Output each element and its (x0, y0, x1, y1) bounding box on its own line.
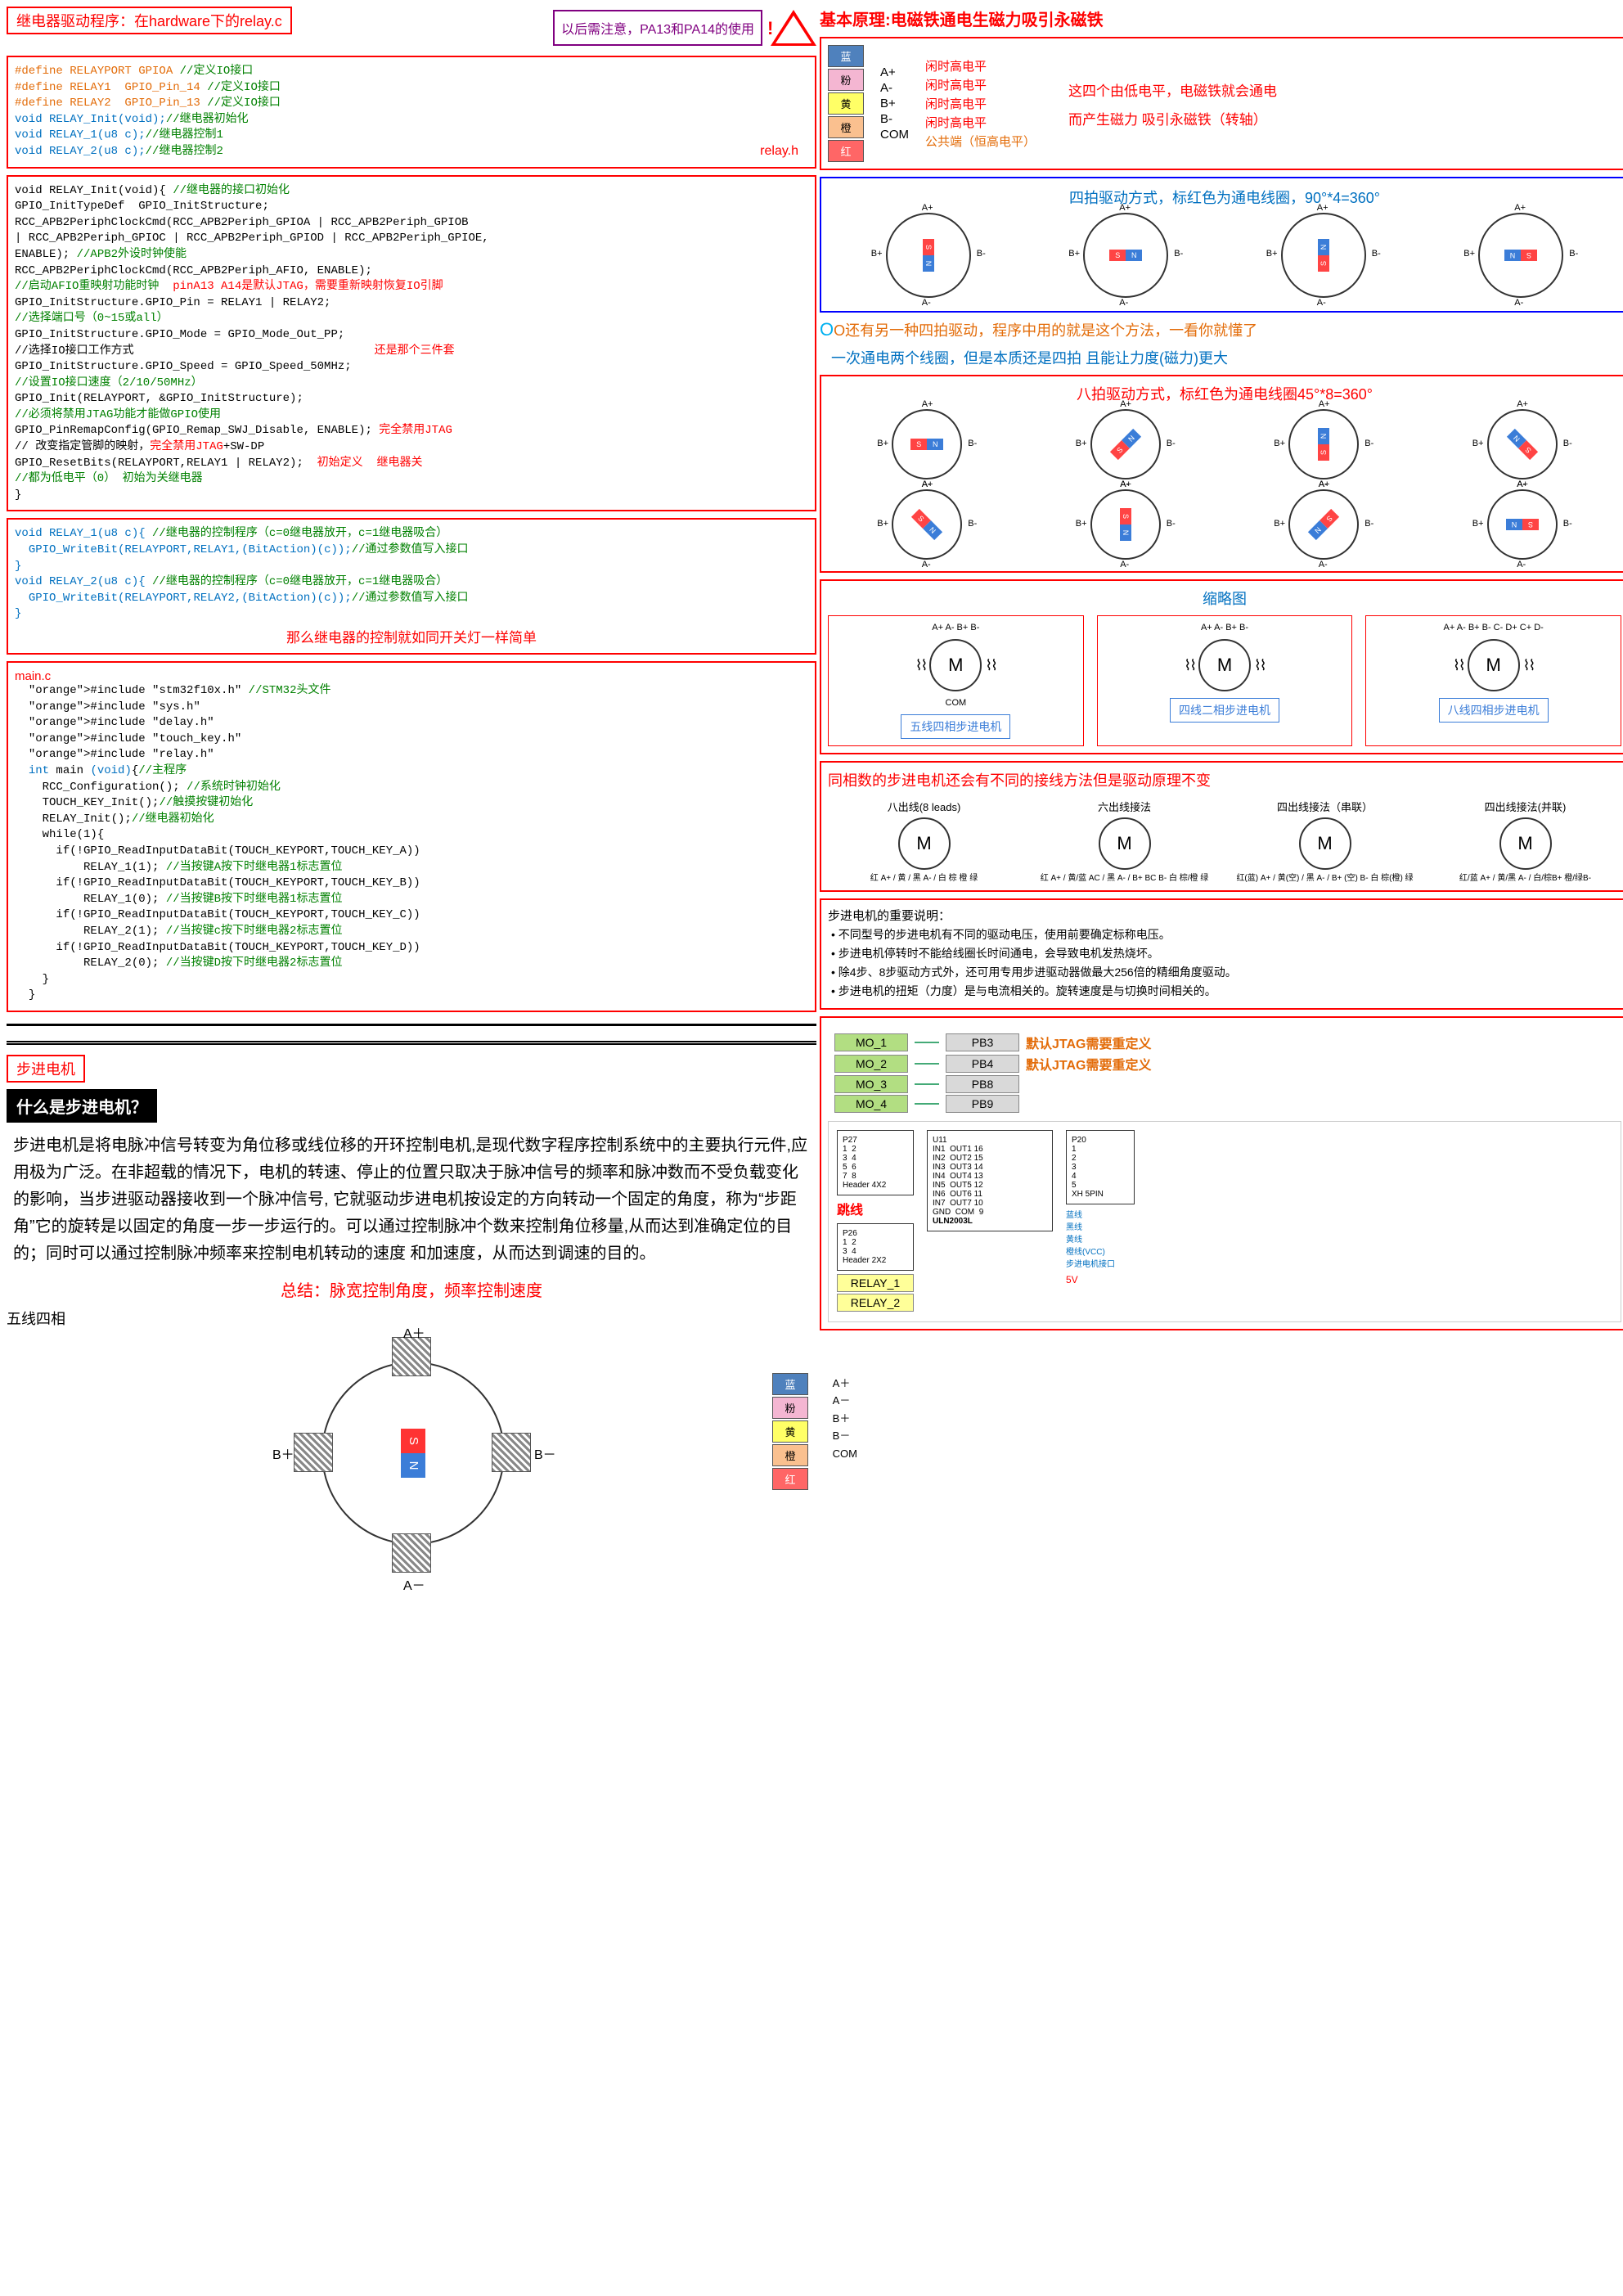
wiring-method: 六出线接法 M 红 A+ / 黄/蓝 AC / 黑 A- / B+ BC B- … (1028, 799, 1221, 884)
motor-diagram: A+ A- B+ B- SN (892, 409, 962, 479)
motor-diagram: A+ A- B+ B- SN (1288, 409, 1359, 479)
note-item: • 不同型号的步进电机有不同的驱动电压，使用前要确定标称电压。 (828, 926, 1621, 943)
wire-chip-fen: 粉 (828, 69, 864, 91)
wire-chip-lan: 蓝 (828, 45, 864, 67)
warning-icon: ! (767, 18, 773, 39)
one-line: 一次通电两个线圈，但是本质还是四拍 且能让力度(磁力)更大 (820, 347, 1623, 368)
stepper-tag: 步进电机 (7, 1055, 85, 1083)
wire-chip-huang: 黄 (828, 92, 864, 115)
motor-thumb: A+ A- B+ B- ⌇⌇M⌇⌇ 四线二相步进电机 (1097, 615, 1353, 746)
four-beat-title: 四拍驱动方式，标红色为通电线圈，90°*4=360° (829, 187, 1620, 208)
motor-diagram: A+ A- B+ B- SN (1083, 213, 1168, 298)
stepper-question: 什么是步进电机？ (7, 1089, 157, 1123)
wire-note1: 这四个由低电平，电磁铁就会通电 (1068, 79, 1277, 100)
motor-diagram: A+ A- B+ B- SN (1487, 489, 1558, 560)
pin-row: MO_4 PB9 (834, 1095, 1152, 1113)
motor-diagram: A+ A- B+ B- SN (1288, 489, 1359, 560)
motor-diagram: A+ A- B+ B- SN (1281, 213, 1366, 298)
relay-ctrl-code: void RELAY_1(u8 c){ //继电器的控制程序（c=0继电器放开，… (7, 518, 816, 655)
thumb-title: 缩略图 (828, 588, 1621, 609)
thumb-label: 四线二相步进电机 (1170, 698, 1279, 723)
eight-beat-box: 八拍驱动方式，标红色为通电线圈45°*8=360° A+ A- B+ B- SN… (820, 375, 1623, 573)
note-item: • 步进电机的扭矩（力度）是与电流相关的。旋转速度是与切换时间相关的。 (828, 983, 1621, 999)
main-c-label: main.c (15, 669, 808, 683)
wire-table-box: 蓝粉黄橙红 A+A-B+B-COM 闲时高电平闲时高电平闲时高电平闲时高电平公共… (820, 37, 1623, 170)
pin-row: MO_3 PB8 (834, 1075, 1152, 1093)
schematic: P271 23 45 67 8Header 4X2 跳线 P261 23 4He… (828, 1121, 1621, 1322)
notes-title: 步进电机的重要说明： (828, 907, 1621, 924)
jumper-label: 跳线 (837, 1199, 914, 1218)
four-beat-box: 四拍驱动方式，标红色为通电线圈，90°*4=360° A+ A- B+ B- S… (820, 177, 1623, 313)
wire-note2: 而产生磁力 吸引永磁铁（转轴） (1068, 108, 1277, 128)
motor-diagram: A+ A- B+ B- SN (1478, 213, 1563, 298)
wiring-method: 四出线接法(并联) M 红/蓝 A+ / 黄/黑 A- / 白/棕B+ 橙/绿B… (1429, 799, 1621, 884)
v5-label: 5V (1066, 1274, 1135, 1285)
thumb-label: 八线四相步进电机 (1439, 698, 1549, 723)
eight-beat-title: 八拍驱动方式，标红色为通电线圈45°*8=360° (828, 383, 1621, 404)
same-phase: 同相数的步进电机还会有不同的接线方法但是驱动原理不变 (828, 769, 1621, 790)
motor-diagram: A+ A- B+ B- SN (886, 213, 971, 298)
relay-init-code: void RELAY_Init(void){ //继电器的接口初始化 GPIO_… (7, 175, 816, 512)
relay-h-code: #define RELAYPORT GPIOA //定义IO接口 #define… (7, 56, 816, 169)
thumb-label: 五线四相步进电机 (901, 714, 1010, 739)
wire-chip-cheng: 橙 (828, 116, 864, 138)
note-item: • 除4步、8步驱动方式外，还可用专用步进驱动器做最大256倍的精细角度驱动。 (828, 964, 1621, 980)
stepper-para: 步进电机是将电脉冲信号转变为角位移或线位移的开环控制电机,是现代数字程序控制系统… (7, 1129, 816, 1271)
motor-diagram: A+ A- B+ B- SN (1090, 489, 1161, 560)
note-item: • 步进电机停转时不能给线圈长时间通电，会导致电机发热烧坏。 (828, 945, 1621, 961)
o-line: OO还有另一种四拍驱动，程序中用的就是这个方法，一看你就懂了 (820, 319, 1623, 340)
relay-title: 继电器驱动程序：在hardware下的relay.c (7, 7, 292, 34)
principle: 基本原理:电磁铁通电生磁力吸引永磁铁 (820, 7, 1623, 30)
motor-diagram: A+ A- B+ B- SN (892, 489, 962, 560)
motor-diagram: A+ A- B+ B- SN (1487, 409, 1558, 479)
pcb-box: MO_1 PB3 默认JTAG需要重定义 MO_2 PB4 默认JTAG需要重定… (820, 1016, 1623, 1330)
notes-box: 步进电机的重要说明： • 不同型号的步进电机有不同的驱动电压，使用前要确定标称电… (820, 898, 1623, 1010)
wiring-method: 四出线接法（串联） M 红(蓝) A+ / 黄(空) / 黑 A- / B+ (… (1229, 799, 1421, 884)
callout-pa13: 以后需注意，PA13和PA14的使用 (553, 10, 762, 46)
main-c-code: main.c "orange">#include "stm32f10x.h" /… (7, 661, 816, 1012)
pin-row: MO_2 PB4 默认JTAG需要重定义 (834, 1054, 1152, 1074)
stepper-summary: 总结：脉宽控制角度，频率控制速度 (7, 1277, 816, 1301)
thumb-box: 缩略图 A+ A- B+ B- ⌇⌇M⌇⌇ COM 五线四相步进电机 A+ A-… (820, 579, 1623, 754)
wire-chip-hong: 红 (828, 140, 864, 162)
motor-diagram: A+ A- B+ B- SN (1090, 409, 1161, 479)
wiring-method: 八出线(8 leads) M 红 A+ / 黄 / 黑 A- / 白 棕 橙 绿 (828, 799, 1020, 884)
motor-thumb: A+ A- B+ B- ⌇⌇M⌇⌇ COM 五线四相步进电机 (828, 615, 1084, 746)
wiring-methods-box: 同相数的步进电机还会有不同的接线方法但是驱动原理不变 八出线(8 leads) … (820, 761, 1623, 892)
five-wire-diagram: SN A＋ A－ B＋ B－ (240, 1329, 583, 1574)
pin-row: MO_1 PB3 默认JTAG需要重定义 (834, 1033, 1152, 1052)
relay-h-label: relay.h (760, 144, 798, 159)
relay-note: 那么继电器的控制就如同开关灯一样简单 (15, 626, 808, 646)
motor-thumb: A+ A- B+ B- C- D+ C+ D- ⌇⌇M⌇⌇ 八线四相步进电机 (1365, 615, 1621, 746)
